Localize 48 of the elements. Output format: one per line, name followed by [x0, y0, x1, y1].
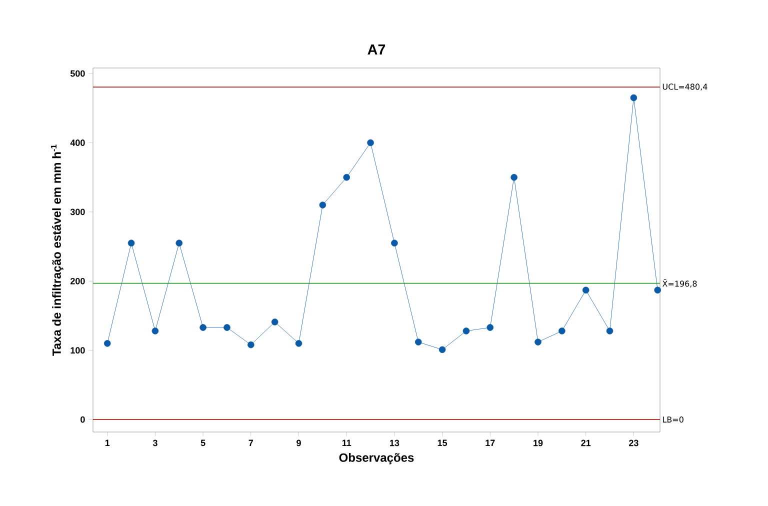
point [510, 174, 518, 181]
ref-line-label: X̄=196,8 [662, 279, 697, 288]
x-tick-label: 3 [152, 440, 158, 446]
x-tick-label: 7 [248, 440, 254, 446]
ref-line-label: LB=0 [662, 416, 684, 423]
point [414, 338, 422, 346]
point [462, 328, 470, 334]
chart-title: A7 [368, 44, 386, 54]
x-tick-label: 23 [629, 440, 638, 446]
point [391, 240, 398, 246]
point [558, 328, 566, 334]
ref-line-label: UCL=480,4 [662, 84, 708, 91]
point [152, 328, 159, 334]
point [248, 341, 254, 348]
point [319, 202, 326, 208]
point [630, 94, 638, 102]
y-tick-label: 0 [80, 416, 85, 423]
point [295, 340, 302, 347]
x-axis-title: Observações [339, 453, 414, 464]
point [534, 338, 542, 346]
x-tick-label: 19 [534, 440, 543, 446]
y-tick-label: 300 [70, 208, 85, 216]
point [438, 346, 446, 354]
point [343, 174, 350, 181]
point [176, 240, 183, 246]
point [654, 286, 662, 294]
point [486, 324, 494, 331]
y-tick-label: 500 [70, 70, 85, 77]
y-axis-title: Taxa de infiltração estável em mm h$^{-1}$ [50, 144, 64, 356]
x-tick-label: 11 [342, 440, 352, 446]
point [271, 318, 278, 326]
x-tick-label: 1 [105, 440, 110, 446]
point [224, 324, 230, 331]
y-tick-label: 100 [70, 347, 85, 354]
point [104, 340, 111, 347]
point [582, 286, 590, 294]
point [606, 328, 614, 334]
x-tick-label: 13 [390, 440, 400, 446]
x-tick-label: 17 [486, 440, 495, 446]
x-tick-label: 5 [200, 440, 206, 446]
x-tick-label: 15 [438, 440, 448, 446]
y-tick-label: 400 [70, 140, 85, 146]
point [128, 240, 135, 246]
x-tick-label: 21 [581, 440, 591, 446]
y-tick-label: 200 [70, 278, 85, 284]
point [200, 324, 206, 331]
point [367, 139, 374, 146]
x-tick-label: 9 [296, 440, 301, 446]
